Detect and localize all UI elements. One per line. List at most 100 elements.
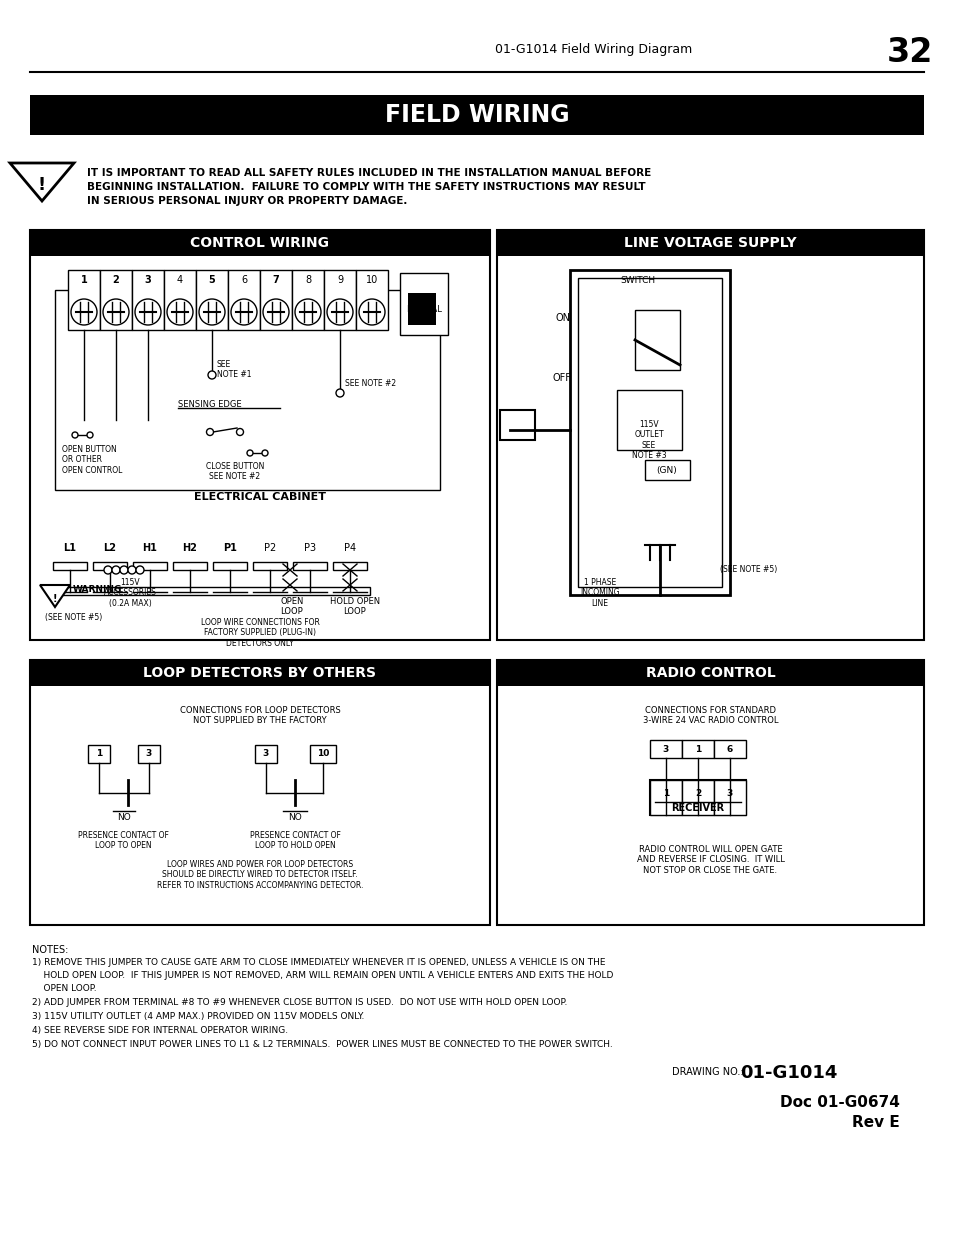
Circle shape — [206, 429, 213, 436]
Text: 5) DO NOT CONNECT INPUT POWER LINES TO L1 & L2 TERMINALS.  POWER LINES MUST BE C: 5) DO NOT CONNECT INPUT POWER LINES TO L… — [32, 1040, 612, 1049]
Text: 1: 1 — [81, 275, 88, 285]
Circle shape — [103, 299, 129, 325]
Circle shape — [247, 450, 253, 456]
Text: 01-G1014: 01-G1014 — [740, 1065, 837, 1082]
Bar — [55, 290, 439, 490]
Bar — [649, 740, 681, 758]
Text: 8: 8 — [305, 275, 311, 285]
Bar — [324, 270, 355, 330]
Bar — [713, 740, 745, 758]
Circle shape — [236, 429, 243, 436]
Bar — [68, 270, 100, 330]
Text: CONNECTIONS FOR STANDARD
3-WIRE 24 VAC RADIO CONTROL: CONNECTIONS FOR STANDARD 3-WIRE 24 VAC R… — [642, 706, 778, 725]
Bar — [649, 781, 745, 815]
Text: 3) 115V UTILITY OUTLET (4 AMP MAX.) PROVIDED ON 115V MODELS ONLY.: 3) 115V UTILITY OUTLET (4 AMP MAX.) PROV… — [32, 1011, 364, 1021]
Text: 4: 4 — [176, 275, 183, 285]
Text: L2: L2 — [103, 543, 116, 553]
Bar — [497, 230, 923, 256]
Circle shape — [294, 299, 320, 325]
Text: SWITCH: SWITCH — [619, 275, 655, 285]
Text: !: ! — [38, 177, 46, 194]
Text: (SEE NOTE #5): (SEE NOTE #5) — [720, 564, 777, 574]
Circle shape — [263, 299, 289, 325]
Bar — [213, 562, 247, 571]
Text: 3: 3 — [263, 750, 269, 758]
Text: 1) REMOVE THIS JUMPER TO CAUSE GATE ARM TO CLOSE IMMEDIATELY WHENEVER IT IS OPEN: 1) REMOVE THIS JUMPER TO CAUSE GATE ARM … — [32, 958, 605, 967]
Bar — [50, 587, 370, 595]
Text: OPEN BUTTON
OR OTHER
OPEN CONTROL: OPEN BUTTON OR OTHER OPEN CONTROL — [62, 445, 122, 474]
Text: 6: 6 — [241, 275, 247, 285]
Bar — [310, 745, 335, 763]
Circle shape — [128, 566, 136, 574]
Text: P4: P4 — [344, 543, 355, 553]
Text: 01-G1014 Field Wiring Diagram: 01-G1014 Field Wiring Diagram — [495, 43, 692, 57]
Text: 6: 6 — [726, 745, 732, 753]
Text: 2: 2 — [112, 275, 119, 285]
Bar — [30, 230, 490, 256]
Text: 3: 3 — [662, 745, 668, 753]
Bar — [497, 659, 923, 925]
Circle shape — [327, 299, 353, 325]
Bar — [132, 270, 164, 330]
Text: P2: P2 — [264, 543, 275, 553]
Bar — [649, 781, 681, 815]
Text: 1: 1 — [694, 745, 700, 753]
Bar — [617, 390, 681, 450]
Text: LOOP DETECTORS BY OTHERS: LOOP DETECTORS BY OTHERS — [143, 666, 376, 680]
Bar — [138, 745, 160, 763]
Bar — [100, 270, 132, 330]
Bar — [408, 293, 436, 325]
Text: RADIO CONTROL WILL OPEN GATE
AND REVERSE IF CLOSING.  IT WILL
NOT STOP OR CLOSE : RADIO CONTROL WILL OPEN GATE AND REVERSE… — [636, 845, 783, 874]
Text: SEE
NOTE #1: SEE NOTE #1 — [216, 359, 252, 379]
Text: NOTES:: NOTES: — [32, 945, 69, 955]
Polygon shape — [10, 163, 74, 201]
Circle shape — [335, 389, 344, 396]
Text: PRESENCE CONTACT OF
LOOP TO OPEN: PRESENCE CONTACT OF LOOP TO OPEN — [77, 831, 169, 851]
Text: P1: P1 — [223, 543, 236, 553]
Bar — [164, 270, 195, 330]
Text: 3: 3 — [146, 750, 152, 758]
Text: NO: NO — [288, 813, 301, 823]
Text: MANUAL
OPEN: MANUAL OPEN — [406, 305, 441, 325]
Bar — [681, 740, 713, 758]
Text: 2: 2 — [694, 788, 700, 798]
Text: IN SERIOUS PERSONAL INJURY OR PROPERTY DAMAGE.: IN SERIOUS PERSONAL INJURY OR PROPERTY D… — [87, 196, 407, 206]
Text: SENSING EDGE: SENSING EDGE — [178, 400, 241, 409]
Text: Doc 01-G0674: Doc 01-G0674 — [780, 1095, 899, 1110]
Bar — [578, 278, 721, 587]
Bar — [355, 270, 388, 330]
Bar — [195, 270, 228, 330]
Bar — [172, 562, 207, 571]
Text: OFF: OFF — [553, 373, 571, 383]
Circle shape — [120, 566, 128, 574]
Circle shape — [231, 299, 256, 325]
Bar — [253, 562, 287, 571]
Text: BEGINNING INSTALLATION.  FAILURE TO COMPLY WITH THE SAFETY INSTRUCTIONS MAY RESU: BEGINNING INSTALLATION. FAILURE TO COMPL… — [87, 182, 645, 191]
Text: OPEN LOOP.: OPEN LOOP. — [32, 984, 96, 993]
Text: IT IS IMPORTANT TO READ ALL SAFETY RULES INCLUDED IN THE INSTALLATION MANUAL BEF: IT IS IMPORTANT TO READ ALL SAFETY RULES… — [87, 168, 651, 178]
Text: 1: 1 — [95, 750, 102, 758]
Text: RADIO CONTROL: RADIO CONTROL — [645, 666, 775, 680]
Text: OPEN
LOOP: OPEN LOOP — [280, 597, 303, 616]
Text: 9: 9 — [336, 275, 343, 285]
Text: LOOP WIRE CONNECTIONS FOR
FACTORY SUPPLIED (PLUG-IN)
DETECTORS ONLY: LOOP WIRE CONNECTIONS FOR FACTORY SUPPLI… — [200, 618, 319, 648]
Text: (GN): (GN) — [656, 466, 677, 474]
Text: WARNING: WARNING — [73, 584, 122, 594]
Text: CLOSE BUTTON
SEE NOTE #2: CLOSE BUTTON SEE NOTE #2 — [206, 462, 264, 482]
Circle shape — [71, 432, 78, 438]
Circle shape — [71, 299, 97, 325]
Text: 10: 10 — [316, 750, 329, 758]
Text: PRESENCE CONTACT OF
LOOP TO HOLD OPEN: PRESENCE CONTACT OF LOOP TO HOLD OPEN — [250, 831, 340, 851]
Text: 2) ADD JUMPER FROM TERMINAL #8 TO #9 WHENEVER CLOSE BUTTON IS USED.  DO NOT USE : 2) ADD JUMPER FROM TERMINAL #8 TO #9 WHE… — [32, 998, 567, 1007]
Bar — [260, 270, 292, 330]
Circle shape — [199, 299, 225, 325]
Bar — [132, 562, 167, 571]
Text: CONTROL WIRING: CONTROL WIRING — [191, 236, 329, 249]
Text: CONNECTIONS FOR LOOP DETECTORS
NOT SUPPLIED BY THE FACTORY: CONNECTIONS FOR LOOP DETECTORS NOT SUPPL… — [179, 706, 340, 725]
Text: LINE VOLTAGE SUPPLY: LINE VOLTAGE SUPPLY — [623, 236, 796, 249]
Bar — [292, 270, 324, 330]
Bar — [30, 95, 923, 135]
Text: LOOP WIRES AND POWER FOR LOOP DETECTORS
SHOULD BE DIRECTLY WIRED TO DETECTOR ITS: LOOP WIRES AND POWER FOR LOOP DETECTORS … — [156, 860, 363, 889]
Text: NO: NO — [117, 813, 131, 823]
Bar — [293, 562, 327, 571]
